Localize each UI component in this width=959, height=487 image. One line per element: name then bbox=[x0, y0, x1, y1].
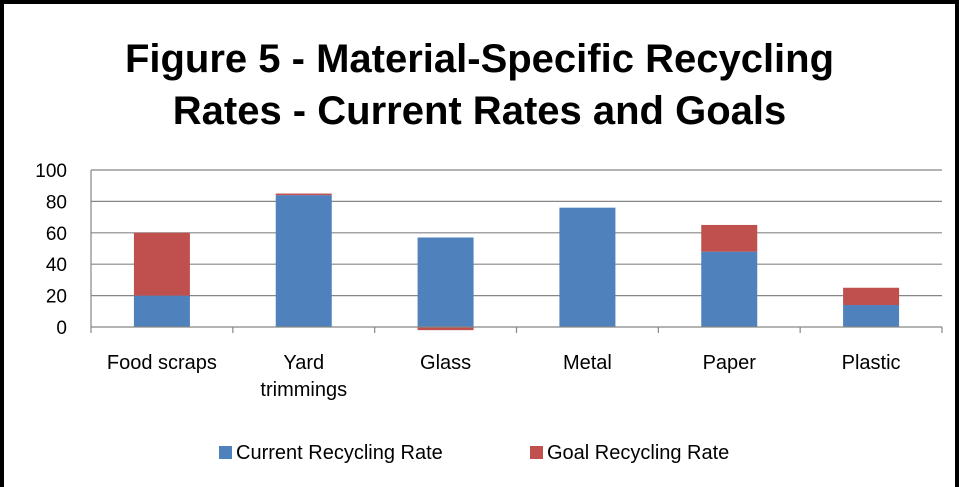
category-label-4: Paper bbox=[703, 352, 757, 374]
bar-0-0 bbox=[133, 295, 190, 327]
bar-1-5 bbox=[843, 287, 900, 306]
bar-1-2 bbox=[417, 327, 474, 331]
chart-title-line-1: Figure 5 - Material-Specific Recycling bbox=[124, 37, 835, 81]
legend-label-1: Goal Recycling Rate bbox=[547, 442, 729, 464]
category-label-3: Metal bbox=[563, 352, 612, 374]
category-label-0: Food scraps bbox=[107, 352, 217, 374]
bar-1-0 bbox=[133, 232, 190, 296]
y-tick-label-2: 40 bbox=[46, 255, 67, 276]
bar-0-1 bbox=[275, 195, 332, 327]
category-label-5: Plastic bbox=[842, 352, 901, 374]
bar-1-4 bbox=[701, 224, 758, 252]
y-tick-label-1: 20 bbox=[46, 287, 67, 308]
y-tick-label-0: 0 bbox=[56, 318, 67, 339]
legend-label-0: Current Recycling Rate bbox=[236, 442, 443, 464]
y-tick-label-4: 80 bbox=[46, 192, 67, 213]
bar-0-4 bbox=[701, 251, 758, 327]
bar-0-5 bbox=[843, 305, 900, 327]
chart-title-line-2: Rates - Current Rates and Goals bbox=[172, 89, 787, 133]
legend-swatch-0 bbox=[219, 446, 232, 459]
y-tick-label-5: 100 bbox=[35, 161, 67, 182]
legend-swatch-1 bbox=[530, 446, 543, 459]
category-label-1: Yard trimmings bbox=[260, 352, 347, 401]
bar-0-2 bbox=[417, 237, 474, 327]
y-tick-label-3: 60 bbox=[46, 224, 67, 245]
bar-1-1 bbox=[275, 193, 332, 196]
category-label-2: Glass bbox=[420, 352, 471, 374]
bar-0-3 bbox=[559, 207, 616, 327]
